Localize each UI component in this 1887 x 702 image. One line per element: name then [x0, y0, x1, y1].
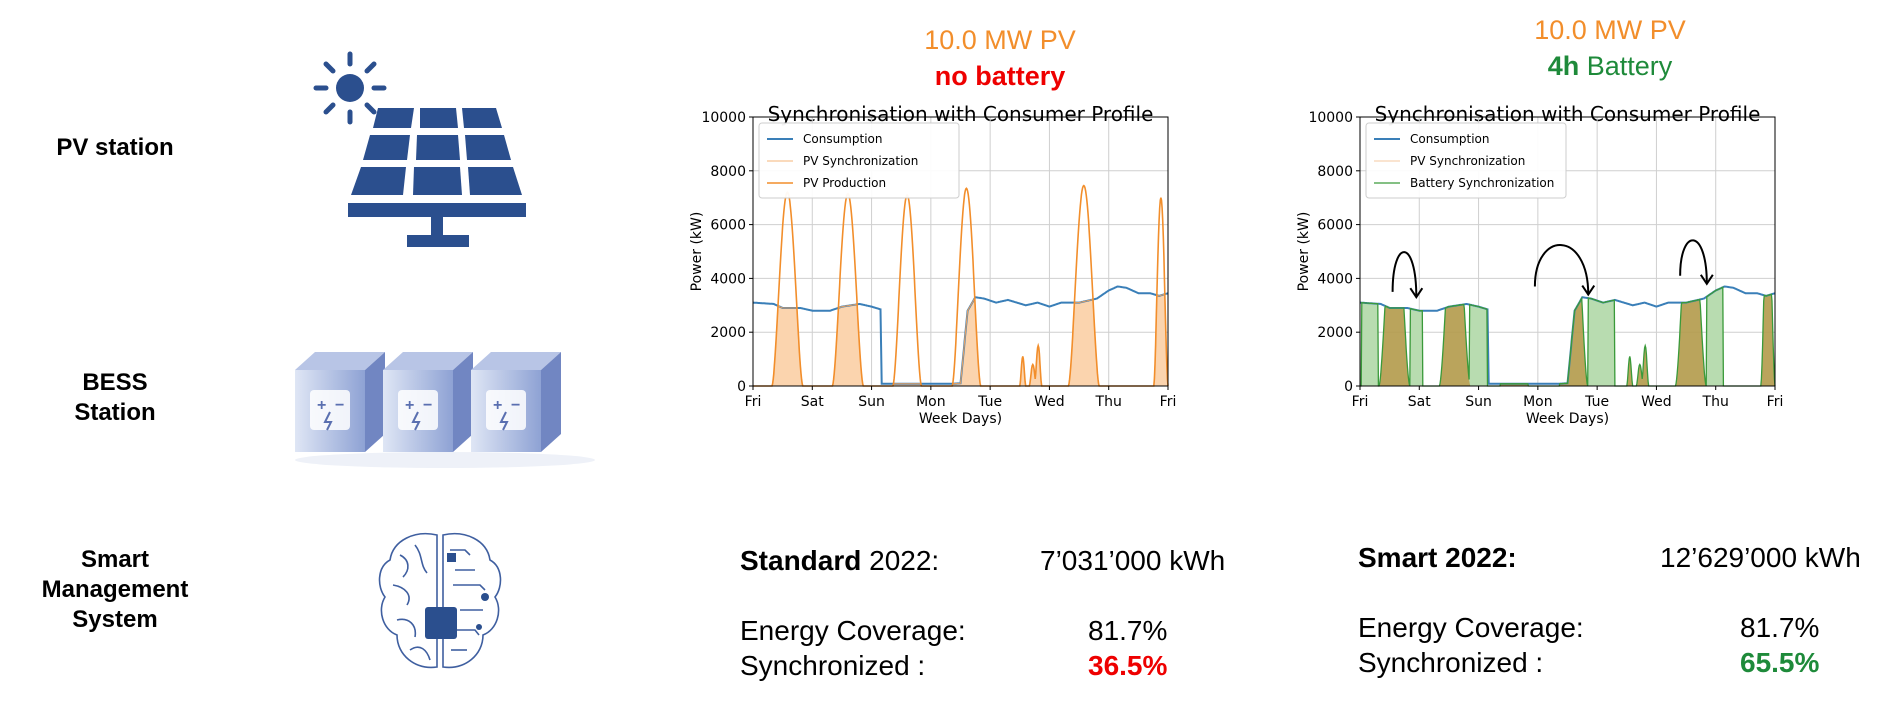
x-tick-label: Fri: [1160, 394, 1177, 410]
legend-label: PV Synchronization: [803, 154, 918, 168]
x-tick-label: Thu: [1095, 394, 1122, 410]
arrow-head: [1409, 287, 1424, 300]
scenario1-sync-label: Synchronized :: [740, 650, 926, 681]
y-tick-label: 4000: [1317, 271, 1353, 287]
scenario2-battery-label: 4h Battery: [1547, 51, 1673, 81]
scenario1-sync-value: 36.5%: [1088, 650, 1168, 681]
pv-station-label: PV station: [56, 134, 174, 161]
y-tick-label: 10000: [701, 110, 746, 126]
pv-synchronization-line: [753, 293, 1169, 387]
scenario1-name: Standard 2022:: [740, 545, 940, 576]
arrow-head: [1699, 274, 1714, 286]
shift-arrow: [1391, 251, 1418, 298]
scenario2-sync-value: 65.5%: [1740, 647, 1820, 678]
chart-scenario2: Synchronisation with Consumer Profile 0 20…: [1296, 102, 1784, 427]
chart-scenario1: Synchronisation with Consumer Profile 0 20…: [689, 102, 1177, 427]
scenario2-energy-value: 12’629’000 kWh: [1660, 542, 1861, 573]
scenario1-energy-value: 7’031’000 kWh: [1040, 545, 1226, 576]
scenario2-header: 10.0 MW PV 4h Battery: [1480, 12, 1740, 84]
legend-box: [1365, 122, 1567, 199]
x-tick-label: Tue: [1584, 394, 1609, 410]
y-tick-label: 2000: [710, 325, 746, 341]
legend-label: PV Synchronization: [1410, 154, 1525, 168]
x-tick-label: Wed: [1641, 394, 1672, 410]
plot-frame: [752, 116, 1169, 387]
pv-synchronization-area: [753, 294, 1168, 386]
x-tick-label: Thu: [1702, 394, 1729, 410]
x-tick-label: Tue: [977, 394, 1002, 410]
scenario2-coverage-label: Energy Coverage:: [1358, 612, 1584, 643]
x-tick-label: Wed: [1034, 394, 1065, 410]
scenario1-coverage-value: 81.7%: [1088, 615, 1168, 646]
arrow-head: [1581, 284, 1596, 297]
pv-synchronization-area: [1360, 294, 1775, 386]
scenario1-coverage-label: Energy Coverage:: [740, 615, 966, 646]
scenario1-battery-label: no battery: [934, 61, 1066, 91]
svg-text:−: −: [335, 397, 344, 414]
x-tick-label: Mon: [916, 394, 946, 410]
legend-label: Battery Synchronization: [1410, 176, 1554, 190]
shift-arrow: [1533, 244, 1590, 295]
shift-arrow: [1679, 239, 1708, 284]
y-tick-label: 8000: [710, 164, 746, 180]
x-tick-label: Fri: [745, 394, 762, 410]
consumption-line: [753, 285, 1169, 385]
smart-management-system-label: Smart Management System: [41, 546, 189, 633]
x-tick-label: Sat: [1408, 394, 1431, 410]
plot-frame: [1359, 116, 1776, 387]
legend-label: PV Production: [803, 176, 886, 190]
battery-container-icon: + −: [295, 351, 595, 468]
bess-station-label: BESS Station: [74, 369, 156, 426]
x-tick-label: Mon: [1523, 394, 1553, 410]
legend-box: [758, 122, 960, 199]
y-tick-label: 0: [1344, 379, 1353, 395]
legend-label: Consumption: [1410, 132, 1489, 146]
svg-text:+: +: [317, 397, 326, 414]
x-tick-label: Sun: [1465, 394, 1492, 410]
scenario1-pv-size: 10.0 MW PV: [924, 25, 1076, 55]
legend-label: Consumption: [803, 132, 882, 146]
x-axis-label: Week Days): [919, 411, 1002, 427]
scenario2-pv-size: 10.0 MW PV: [1534, 15, 1686, 45]
y-tick-label: 6000: [710, 218, 746, 234]
x-tick-label: Sat: [801, 394, 824, 410]
scenario2-name: Smart 2022:: [1358, 542, 1517, 573]
scenario2-sync-label: Synchronized :: [1358, 647, 1544, 678]
y-tick-label: 8000: [1317, 164, 1353, 180]
chart-title: Synchronisation with Consumer Profile: [1375, 102, 1761, 126]
scenario2-coverage-value: 81.7%: [1740, 612, 1820, 643]
chart-legend: Consumption PV Synchronization Battery Syn…: [1365, 122, 1567, 199]
y-tick-label: 6000: [1317, 218, 1353, 234]
scenario1-header: 10.0 MW PV no battery: [870, 22, 1130, 94]
x-tick-label: Fri: [1352, 394, 1369, 410]
y-axis-label: Power (kW): [1296, 212, 1312, 292]
brain-chip-icon: [378, 533, 502, 669]
y-tick-label: 4000: [710, 271, 746, 287]
y-tick-label: 10000: [1308, 110, 1353, 126]
sun-icon: [313, 51, 387, 125]
pv-production-line: [753, 184, 1169, 387]
chart-title: Synchronisation with Consumer Profile: [768, 102, 1154, 126]
x-axis-label: Week Days): [1526, 411, 1609, 427]
solar-panel-icon: [313, 51, 526, 247]
y-tick-label: 2000: [1317, 325, 1353, 341]
x-tick-label: Fri: [1767, 394, 1784, 410]
chart-legend: Consumption PV Synchronization PV Producti…: [758, 122, 960, 199]
y-tick-label: 0: [737, 379, 746, 395]
x-tick-label: Sun: [858, 394, 885, 410]
y-axis-label: Power (kW): [689, 212, 705, 292]
